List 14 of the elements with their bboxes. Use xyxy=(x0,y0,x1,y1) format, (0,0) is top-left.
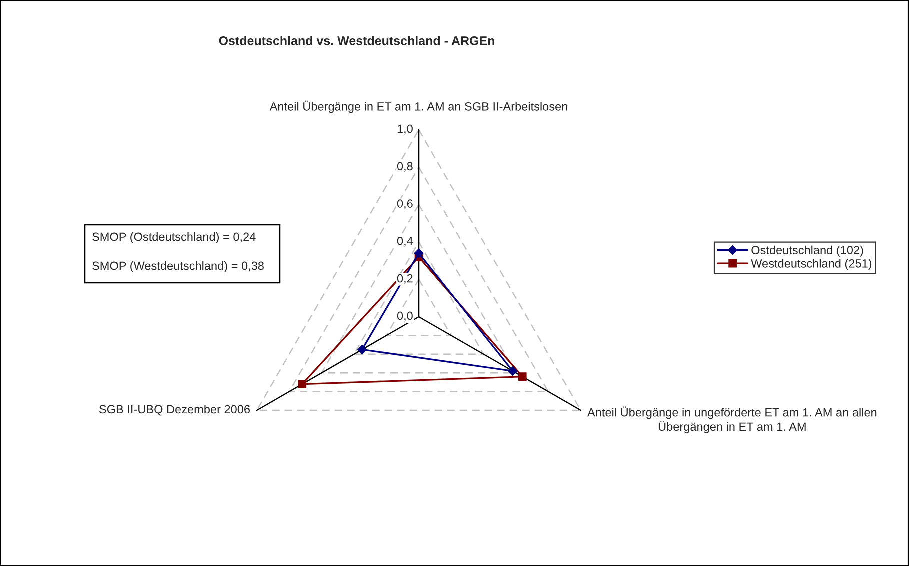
y-tick-label: 0,2 xyxy=(397,274,413,284)
text: SMOP (Westdeutschland) = 0,38 xyxy=(92,261,264,272)
spoke-label: Anteil Übergänge in ungeförderte ET am 1. AM an allen Übergängen in ET am 1. AM xyxy=(588,406,877,434)
y-tick-label: 0,8 xyxy=(397,162,413,172)
y-tick-label: 0,0 xyxy=(397,312,413,322)
spoke-label: SGB II-UBQ Dezember 2006 xyxy=(99,405,250,416)
y-tick-label: 1,0 xyxy=(398,124,413,135)
legend-label: Ostdeutschland (102) xyxy=(752,246,864,257)
y-tick-label: 0,6 xyxy=(397,200,413,210)
spoke-label: Anteil Übergänge in ET am 1. AM an SGB II-Arbeitslosen xyxy=(270,100,568,114)
legend-label: Westdeutschland (251) xyxy=(751,259,872,270)
chart-title: Ostdeutschland vs. Westdeutschland - ARGEn xyxy=(219,36,494,46)
text: SMOP (Ostdeutschland) = 0,24 xyxy=(92,232,256,244)
y-tick-label: 0,4 xyxy=(397,237,414,247)
